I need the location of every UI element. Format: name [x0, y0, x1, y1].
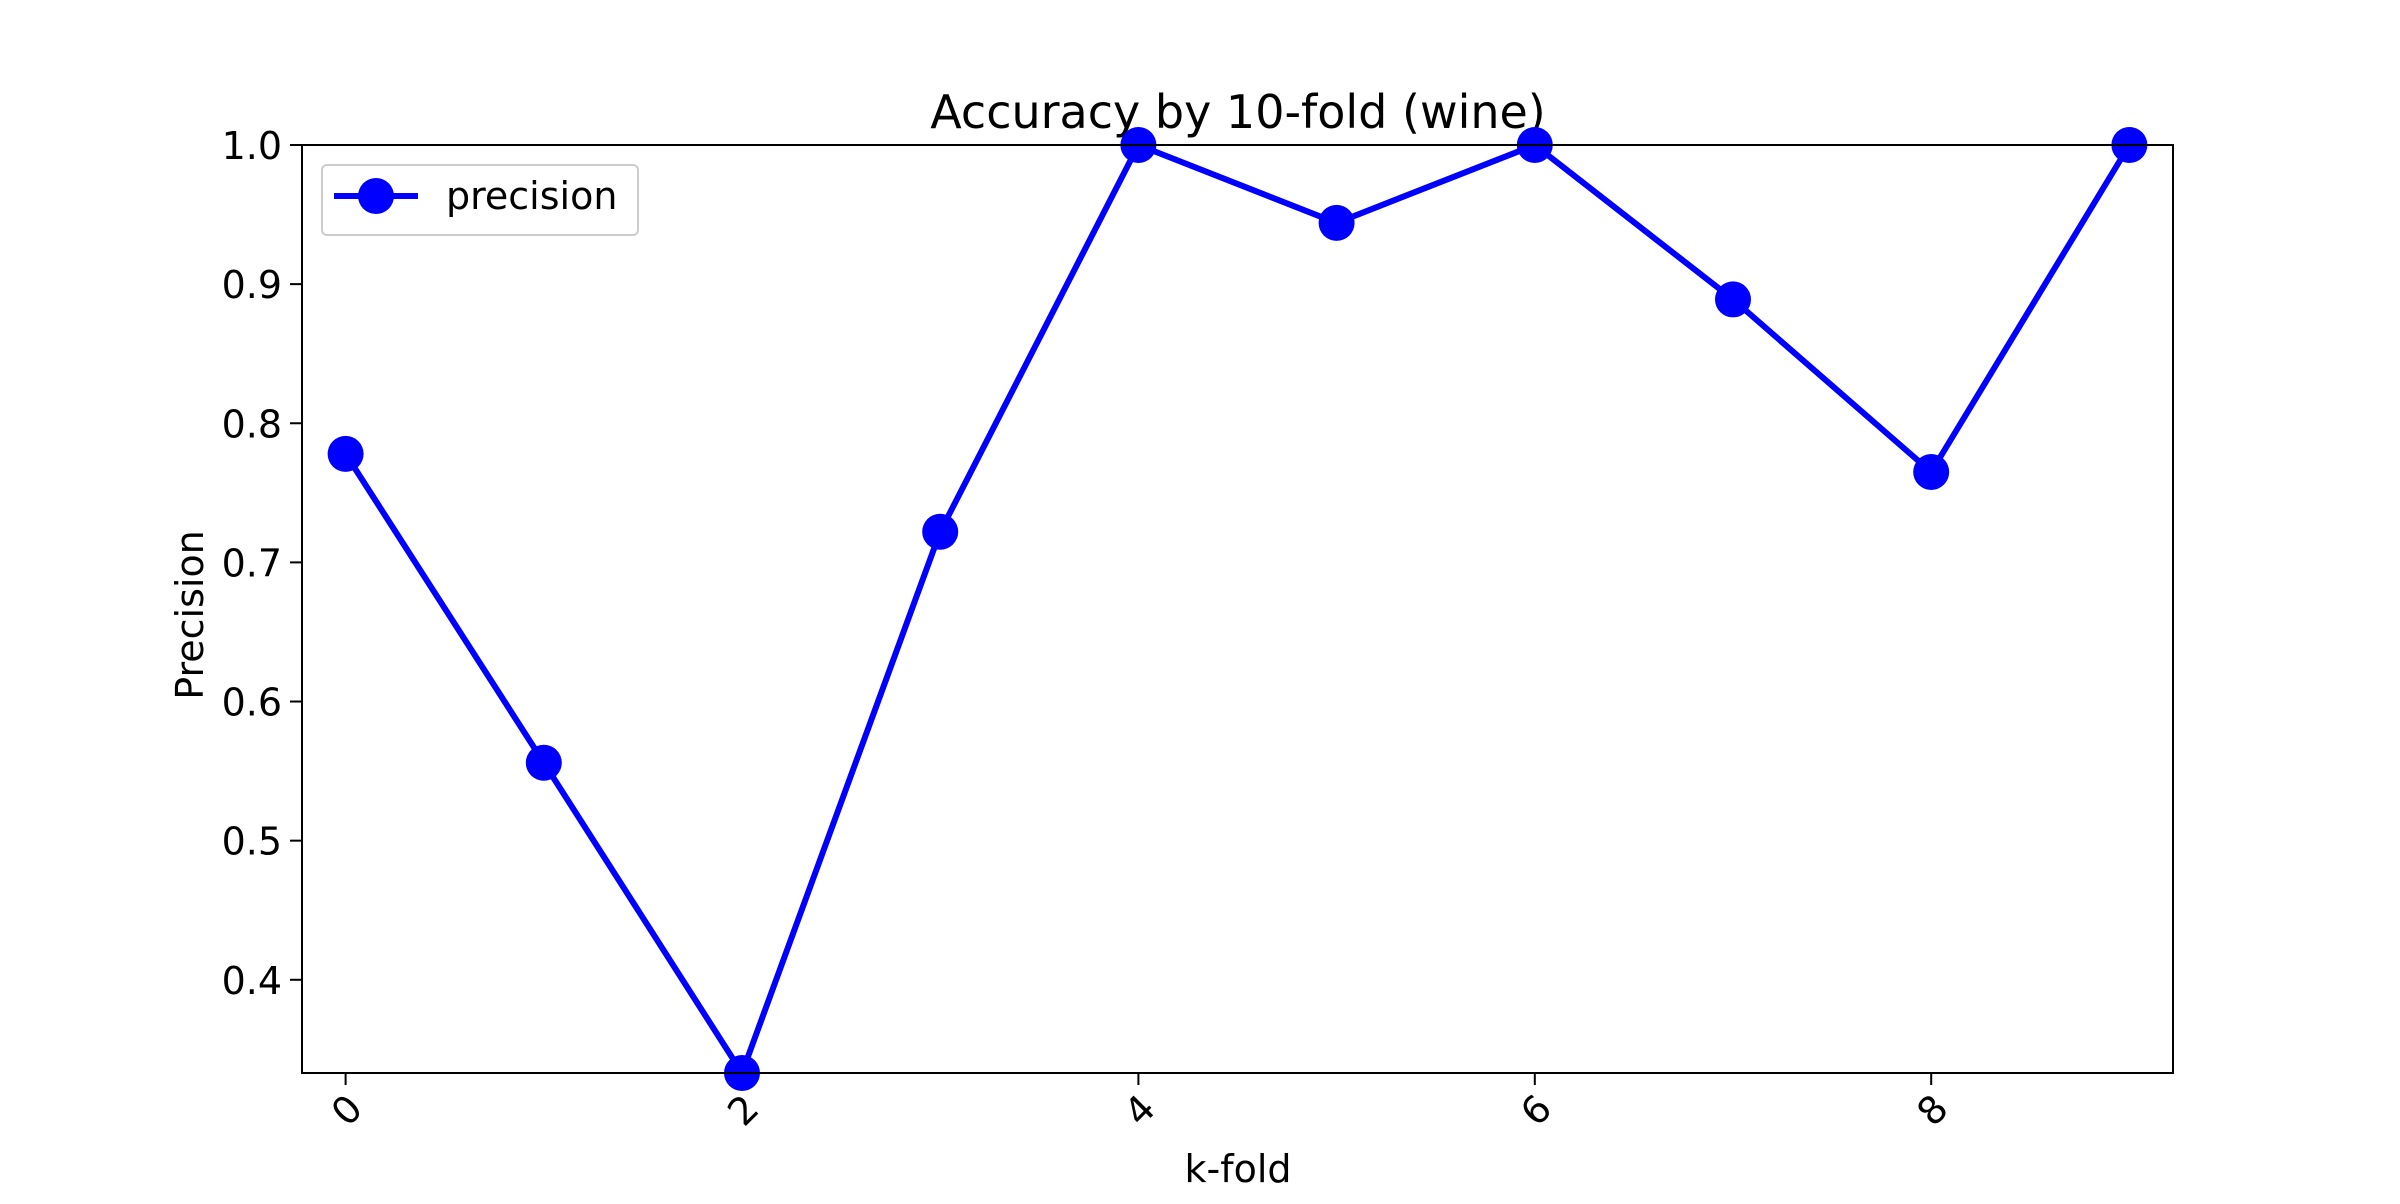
legend-label-precision: precision	[446, 174, 617, 218]
data-point	[327, 435, 364, 472]
y-tick-label: 0.4	[222, 959, 282, 1003]
y-tick-label: 0.9	[222, 263, 282, 307]
y-tick-label: 1.0	[222, 124, 282, 168]
chart-title: Accuracy by 10-fold (wine)	[930, 85, 1546, 139]
y-tick-label: 0.5	[222, 820, 282, 864]
data-point	[1318, 204, 1355, 241]
series-layer	[327, 127, 2148, 1091]
data-point	[1913, 453, 1950, 490]
data-point	[1714, 281, 1751, 318]
data-point	[922, 513, 959, 550]
y-tick-label: 0.6	[222, 681, 282, 725]
plot-frame	[301, 144, 2174, 1074]
data-point	[525, 744, 562, 781]
legend-box	[321, 164, 639, 236]
series-line-precision	[343, 142, 2132, 1076]
y-axis-label-group: Precision	[168, 530, 212, 700]
y-axis-label: Precision	[168, 530, 212, 700]
y-tick-label: 0.7	[222, 541, 282, 585]
legend: precision	[321, 164, 639, 236]
x-axis-label: k-fold	[1184, 1147, 1291, 1191]
y-tick-label: 0.8	[222, 402, 282, 446]
legend-marker-sample	[358, 178, 394, 214]
